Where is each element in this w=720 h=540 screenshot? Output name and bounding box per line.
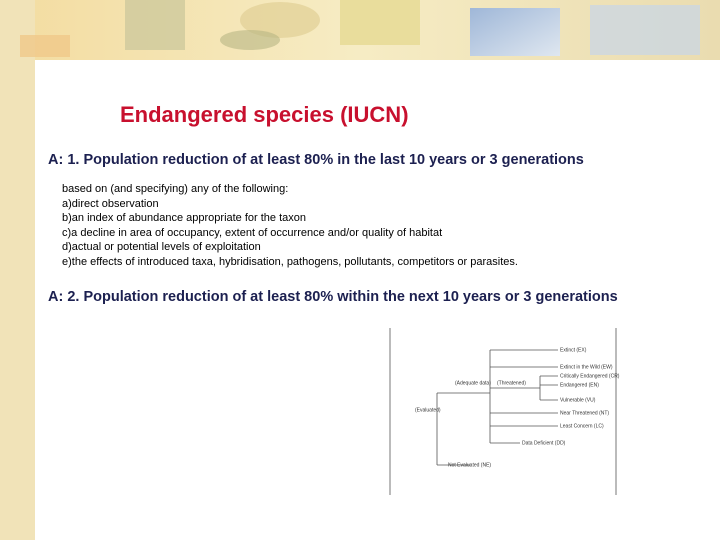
diagram-label: Endangered (EN) xyxy=(560,382,599,388)
diagram-label: (Threatened) xyxy=(497,380,526,386)
detail-line: b)an index of abundance appropriate for … xyxy=(62,212,307,224)
criterion: A: 1. Population reduction of at least 8… xyxy=(48,152,584,168)
slide-title: Endangered species (IUCN) xyxy=(120,102,409,127)
detail-line: e)the effects of introduced taxa, hybrid… xyxy=(62,255,518,268)
diagram-label: Extinct (EX) xyxy=(560,347,587,353)
diagram-label: Data Deficient (DD) xyxy=(522,440,566,446)
detail-line: c)a decline in area of occupancy, extent… xyxy=(62,226,443,239)
detail-line: d)actual or potential levels of exploita… xyxy=(62,241,261,253)
diagram-label: Extinct in the Wild (EW) xyxy=(560,364,613,370)
diagram-label: Near Threatened (NT) xyxy=(560,410,609,416)
diagram-label: (Evaluated) xyxy=(415,407,441,413)
diagram-label: Least Concern (LC) xyxy=(560,423,604,429)
diagram-label: Critically Endangered (CR) xyxy=(560,373,620,379)
diagram-label: (Adequate data) xyxy=(455,380,491,386)
diagram-label: Vulnerable (VU) xyxy=(560,397,596,403)
diagram-label: Not Evaluated (NE) xyxy=(448,462,491,468)
detail-line: a)direct observation xyxy=(62,197,159,210)
criterion: A: 2. Population reduction of at least 8… xyxy=(48,289,618,305)
detail-line: based on (and specifying) any of the fol… xyxy=(62,183,289,195)
